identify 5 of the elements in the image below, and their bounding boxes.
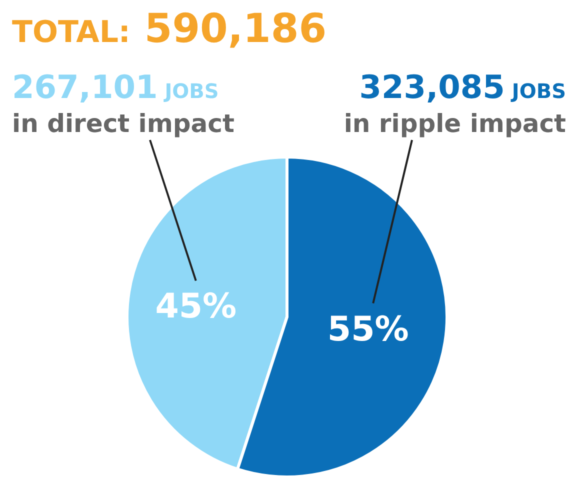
chart-title: TOTAL: 590,186 bbox=[12, 6, 327, 52]
data-label: 45% bbox=[155, 286, 237, 327]
slice-label: 323,085 JOBS in ripple impact bbox=[344, 68, 566, 138]
data-label: 55% bbox=[327, 309, 409, 350]
slice-label: 267,101 JOBS in direct impact bbox=[12, 68, 234, 138]
